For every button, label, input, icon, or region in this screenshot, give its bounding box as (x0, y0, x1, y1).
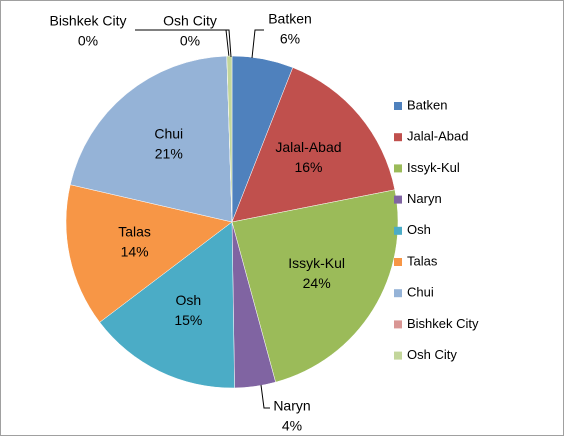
leader-line (251, 29, 264, 59)
data-label-name: Osh City (163, 13, 217, 29)
legend-label: Jalal-Abad (407, 129, 468, 144)
legend-label: Naryn (407, 191, 442, 206)
data-label-name: Talas (118, 224, 151, 240)
legend-swatch (394, 102, 402, 110)
data-label: 6% (280, 31, 300, 47)
data-label: 21% (155, 146, 183, 162)
data-label-name: Jalal-Abad (275, 139, 341, 155)
legend-swatch (394, 351, 402, 360)
pie-slice (231, 67, 396, 223)
data-label-name: Naryn (273, 398, 310, 414)
data-label: 14% (121, 244, 149, 260)
data-label: 0% (78, 33, 98, 49)
legend-label: Osh City (407, 347, 457, 362)
data-label: 15% (174, 312, 202, 328)
legend-swatch (394, 226, 402, 235)
pie-slice (65, 184, 233, 323)
data-label-name: Chui (154, 126, 183, 142)
legend-label: Chui (407, 285, 434, 300)
data-label-name: Bishkek City (49, 13, 126, 29)
legend-label: Bishkek City (407, 316, 479, 331)
leader-line (260, 384, 270, 409)
leader-line (222, 29, 232, 58)
legend-swatch (394, 164, 402, 173)
data-label: 16% (294, 159, 322, 175)
pie-slice (231, 189, 399, 383)
legend-swatch (394, 289, 402, 298)
legend-label: Batken (407, 97, 447, 112)
pie-slice (69, 55, 233, 223)
data-label-name: Batken (268, 11, 312, 27)
legend-label: Issyk-Kul (407, 160, 460, 175)
data-label-name: Osh (176, 292, 202, 308)
legend-swatch (394, 133, 402, 142)
legend-swatch (394, 320, 402, 329)
data-label: 4% (282, 418, 302, 434)
legend-swatch (394, 195, 402, 204)
legend-label: Talas (407, 253, 438, 268)
data-label: 24% (303, 275, 331, 291)
pie-slice (226, 55, 233, 223)
legend-swatch (394, 258, 402, 266)
legend-label: Osh (407, 222, 431, 237)
pie-slice (99, 221, 235, 389)
data-label: 0% (180, 33, 200, 49)
data-label-name: Issyk-Kul (288, 255, 345, 271)
